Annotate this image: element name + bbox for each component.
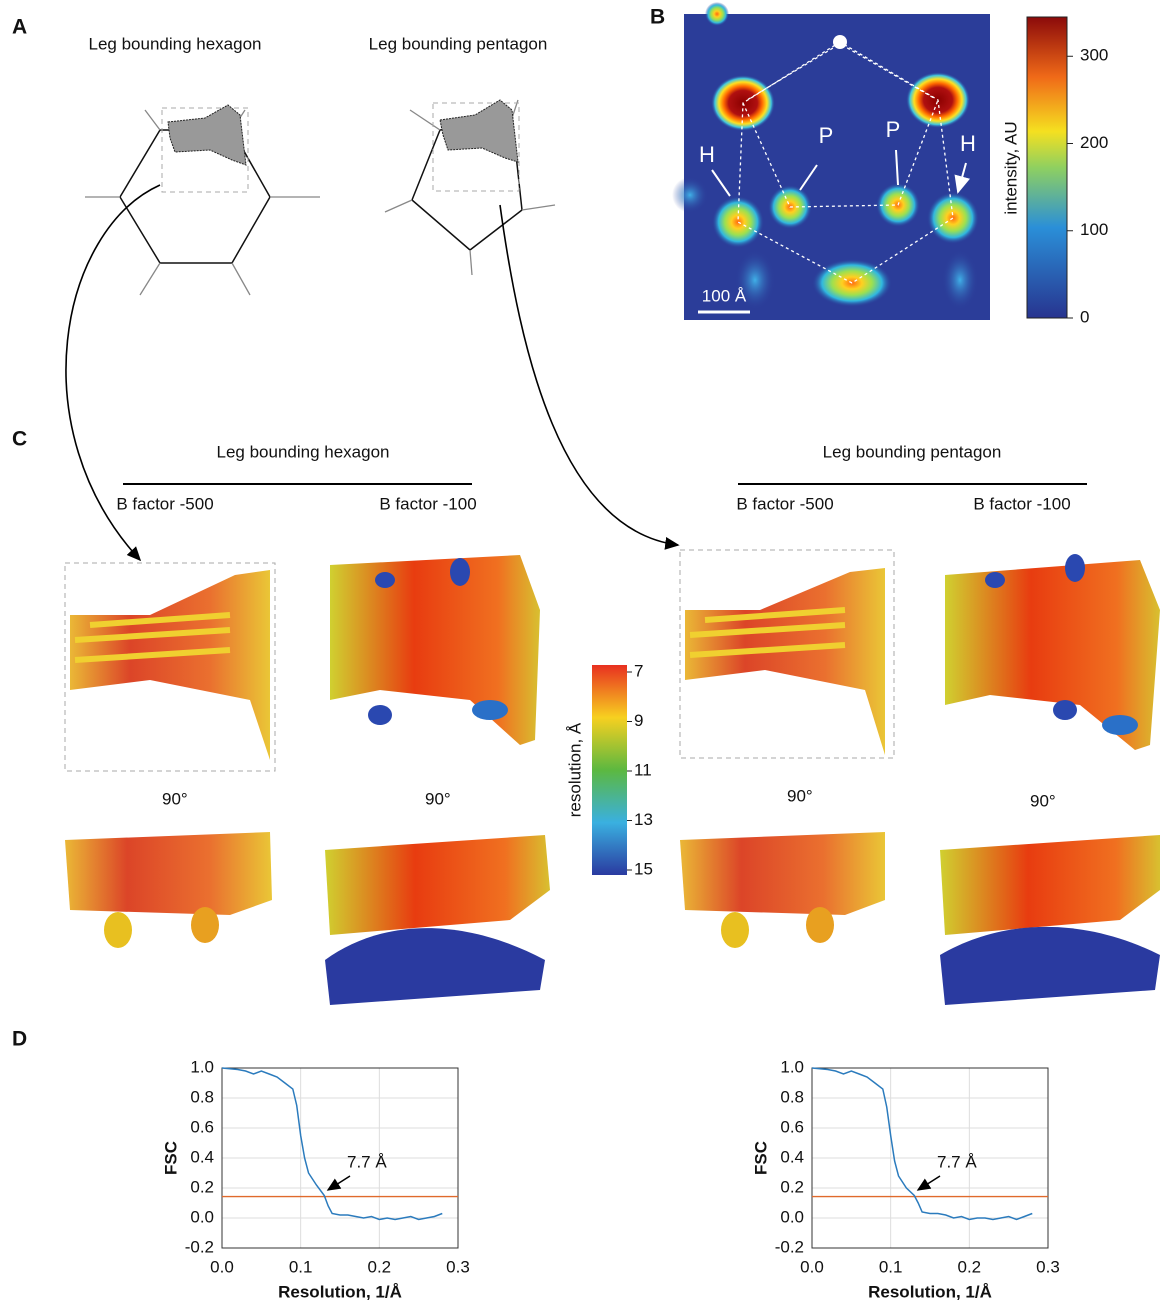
colorbar-tick-label: 100	[1080, 220, 1108, 239]
x-tick-label: 0.2	[368, 1257, 392, 1276]
colorbar	[1027, 17, 1067, 318]
y-tick-label: 1.0	[780, 1057, 804, 1076]
y-tick-label: -0.2	[185, 1237, 214, 1256]
heatmap-marker: P	[819, 123, 834, 148]
heatmap	[672, 2, 990, 320]
heatmap-marker: P	[886, 117, 901, 142]
y-tick-label: 1.0	[190, 1057, 214, 1076]
colorbar-tick-label: 300	[1080, 46, 1108, 65]
x-axis-label: Resolution, 1/Å	[278, 1282, 402, 1301]
group-title: Leg bounding pentagon	[823, 442, 1002, 461]
figure: A B C D Leg bounding hexagon Leg boundin…	[0, 0, 1160, 1306]
group-title: Leg bounding hexagon	[217, 442, 390, 461]
y-tick-label: 0.4	[190, 1147, 214, 1166]
colorbar-tick-label: 7	[634, 661, 643, 680]
heatmap-marker: H	[699, 142, 715, 167]
y-tick-label: 0.0	[190, 1207, 214, 1226]
rotation-label: 90°	[162, 789, 188, 808]
y-tick-label: 0.6	[780, 1117, 804, 1136]
x-tick-label: 0.2	[958, 1257, 982, 1276]
column-label: B factor -500	[116, 494, 213, 513]
panel-label: C	[12, 428, 27, 451]
panel-title: Leg bounding hexagon	[89, 34, 262, 53]
y-tick-label: 0.0	[780, 1207, 804, 1226]
panel-title: Leg bounding pentagon	[369, 34, 548, 53]
x-axis-label: Resolution, 1/Å	[868, 1282, 992, 1301]
y-tick-label: 0.4	[780, 1147, 804, 1166]
panel-label: A	[12, 16, 27, 39]
hexagon-diagram	[85, 100, 555, 295]
x-tick-label: 0.1	[289, 1257, 313, 1276]
column-label: B factor -500	[736, 494, 833, 513]
link-arrow	[500, 205, 678, 545]
heatmap-marker: H	[960, 131, 976, 156]
y-tick-label: 0.8	[190, 1087, 214, 1106]
annotation: 7.7 Å	[937, 1152, 977, 1171]
colorbar-label: intensity, AU	[1001, 121, 1020, 214]
column-label: B factor -100	[379, 494, 476, 513]
y-axis-label: FSC	[161, 1141, 180, 1175]
x-tick-label: 0.1	[879, 1257, 903, 1276]
colorbar-tick-label: 9	[634, 711, 643, 730]
rotation-label: 90°	[425, 789, 451, 808]
x-tick-label: 0.3	[446, 1257, 470, 1276]
annotation: 7.7 Å	[347, 1152, 387, 1171]
y-axis-label: FSC	[751, 1141, 770, 1175]
panel-label: D	[12, 1028, 27, 1051]
y-tick-label: 0.6	[190, 1117, 214, 1136]
colorbar	[592, 665, 627, 875]
x-tick-label: 0.0	[800, 1257, 824, 1276]
rotation-label: 90°	[1030, 791, 1056, 810]
y-tick-label: -0.2	[775, 1237, 804, 1256]
colorbar-tick-label: 0	[1080, 307, 1089, 326]
x-tick-label: 0.0	[210, 1257, 234, 1276]
colorbar-tick-label: 200	[1080, 133, 1108, 152]
colorbar-label: resolution, Å	[565, 722, 584, 817]
scale-bar-label: 100 Å	[702, 286, 747, 305]
colorbar-tick-label: 11	[634, 760, 652, 779]
rotation-label: 90°	[787, 786, 813, 805]
column-label: B factor -100	[973, 494, 1070, 513]
y-tick-label: 0.2	[780, 1177, 804, 1196]
panel-label: B	[650, 6, 665, 29]
x-tick-label: 0.3	[1036, 1257, 1060, 1276]
y-tick-label: 0.2	[190, 1177, 214, 1196]
colorbar-tick-label: 13	[634, 810, 653, 829]
colorbar-tick-label: 15	[634, 859, 653, 878]
y-tick-label: 0.8	[780, 1087, 804, 1106]
